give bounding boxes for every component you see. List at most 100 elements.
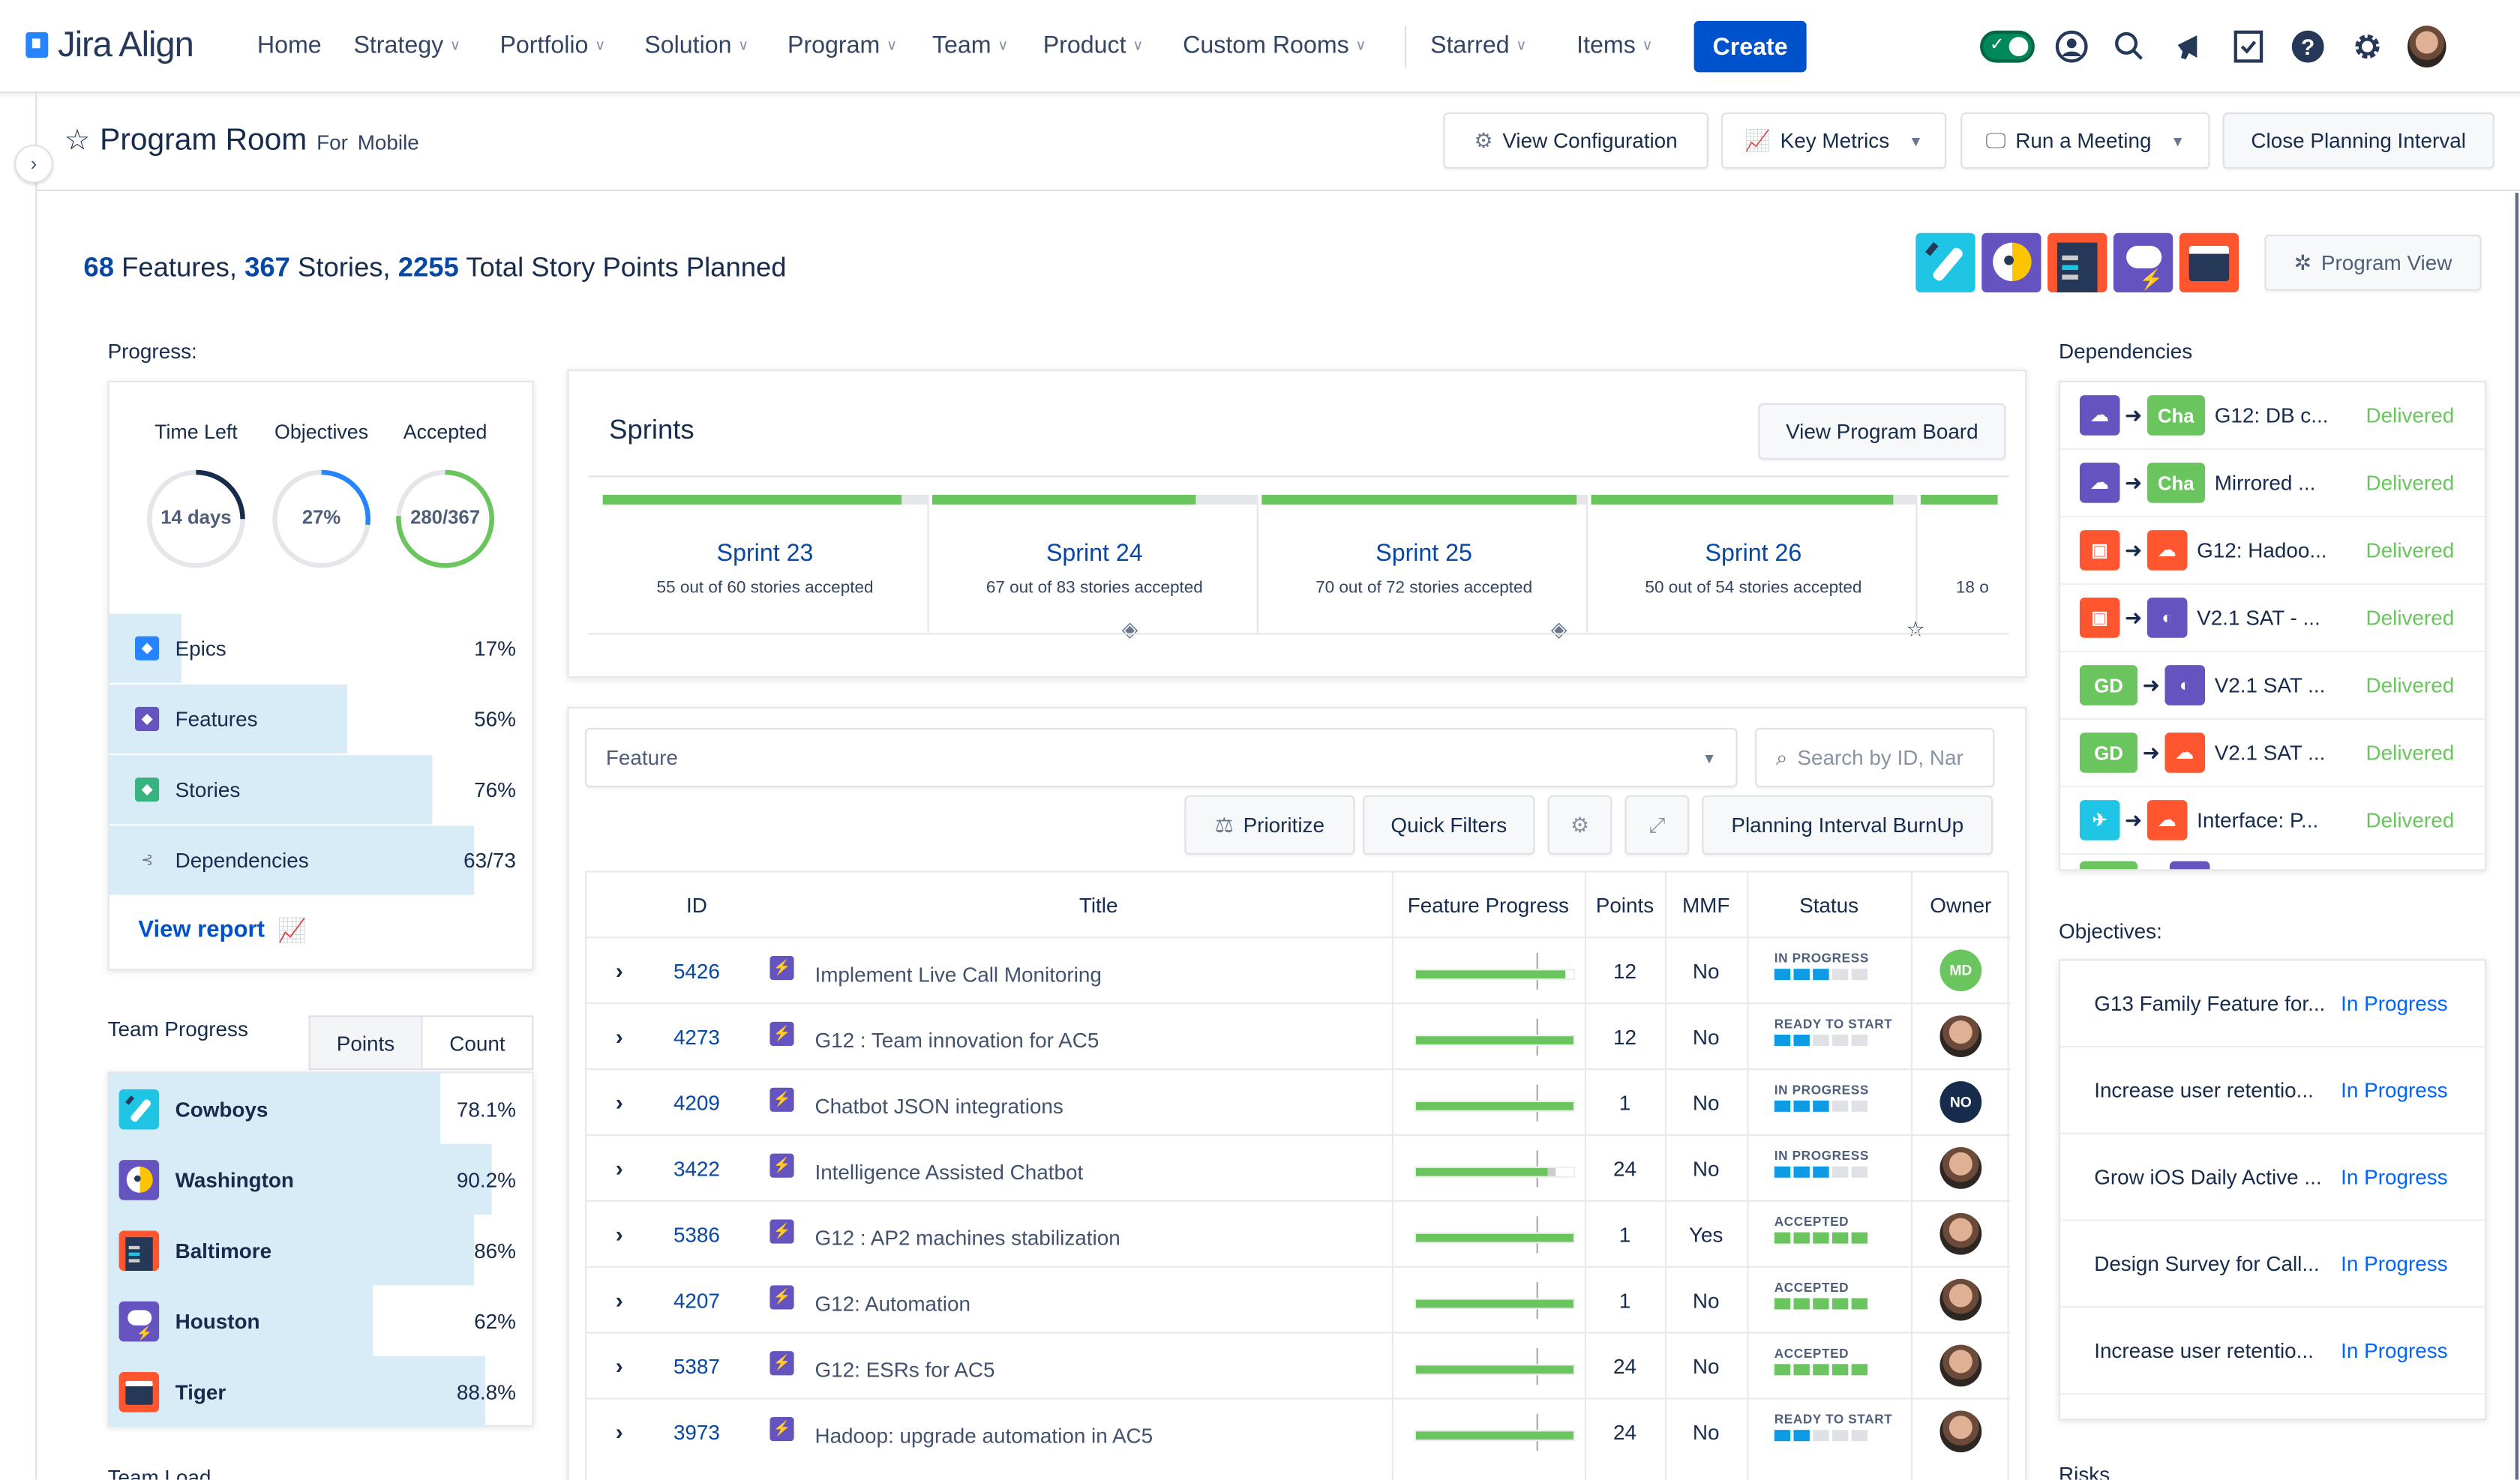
nav-team[interactable]: Team ∨ [932, 32, 1008, 59]
nav-product[interactable]: Product ∨ [1043, 32, 1143, 59]
tab-points[interactable]: Points [308, 1015, 423, 1071]
view-program-board-button[interactable]: View Program Board [1758, 403, 2006, 460]
feature-id-link[interactable]: 3973 [673, 1419, 720, 1444]
progress-row-features[interactable]: ◆ Features 56% [109, 684, 534, 754]
feature-id-link[interactable]: 5426 [673, 958, 720, 983]
feature-title[interactable]: Implement Live Call Monitoring [814, 961, 1102, 986]
column-header-title[interactable]: Title [1078, 892, 1118, 917]
table-row[interactable]: › 3422 ⚡ Intelligence Assisted Chatbot 24 No I… [586, 1134, 2011, 1200]
team-icon-cowboys[interactable] [1916, 232, 1976, 293]
progress-row-epics[interactable]: ◆ Epics 17% [109, 613, 534, 683]
quick-filters-button[interactable]: Quick Filters [1363, 795, 1535, 855]
expand-row-icon[interactable]: › [615, 1155, 623, 1182]
sprint-column[interactable]: 18 o [1920, 495, 1998, 633]
sprint-column[interactable]: Sprint 23 55 out of 60 stories accepted [602, 495, 929, 634]
feature-title[interactable]: G12: ESRs for AC5 [814, 1356, 995, 1381]
table-row[interactable]: › 3973 ⚡ Hadoop: upgrade automation in AC5 2… [586, 1398, 2011, 1464]
dependency-title[interactable]: G12: Hadoo... [2197, 538, 2327, 563]
scrollbar[interactable] [2515, 193, 2518, 1480]
owner-avatar[interactable] [1940, 1344, 1982, 1387]
feature-title[interactable]: Chatbot JSON integrations [814, 1093, 1064, 1118]
table-row[interactable]: › 5386 ⚡ G12 : AP2 machines stabilization 1 Y… [586, 1200, 2011, 1266]
team-icon[interactable] [118, 1159, 160, 1200]
column-header-status[interactable]: Status [1799, 892, 1859, 917]
dependency-title[interactable]: V2.1 SAT ... [2214, 673, 2326, 698]
team-icon-tiger[interactable] [2179, 232, 2240, 293]
dependency-row[interactable]: GD ➜ ◐ V2.1 SAT ... Delivered [2060, 652, 2485, 721]
profile-icon[interactable] [2054, 29, 2090, 64]
feature-type-select[interactable]: Feature ▼ [585, 727, 1738, 788]
table-row[interactable]: › 4209 ⚡ Chatbot JSON integrations 1 No IN PRO… [586, 1068, 2011, 1134]
dependency-row[interactable]: ▣ ➜ ☁ G12: Hadoo... Delivered [2060, 517, 2485, 586]
team-icon[interactable] [118, 1088, 160, 1129]
checklist-icon[interactable] [2230, 29, 2266, 64]
user-avatar[interactable] [2408, 25, 2446, 68]
nav-items[interactable]: Items ∨ [1576, 32, 1652, 59]
objective-row[interactable]: G13 Family Feature for... In Progress [2060, 960, 2485, 1048]
nav-custom-rooms[interactable]: Custom Rooms ∨ [1183, 32, 1366, 59]
expand-row-icon[interactable]: › [615, 957, 623, 984]
dependency-row[interactable]: ✈ ➜ ☁ Interface: P... Delivered [2060, 787, 2485, 855]
search-icon[interactable] [2112, 29, 2147, 64]
table-row[interactable]: › 5426 ⚡ Implement Live Call Monitoring 12 No… [586, 936, 2011, 1002]
owner-avatar[interactable]: NO [1940, 1081, 1982, 1123]
dependency-title[interactable]: Mirrored ... [2214, 470, 2316, 496]
feature-id-link[interactable]: 4273 [673, 1024, 720, 1049]
feature-id-link[interactable]: 4209 [673, 1089, 720, 1115]
help-icon[interactable]: ? [2290, 29, 2326, 64]
column-header-owner[interactable]: Owner [1930, 892, 1992, 917]
team-row-baltimore[interactable]: Baltimore 86% [109, 1215, 534, 1286]
sprint-name[interactable]: Sprint 24 [1046, 540, 1143, 568]
team-row-cowboys[interactable]: Cowboys 78.1% [109, 1073, 534, 1144]
nav-program[interactable]: Program ∨ [788, 32, 897, 59]
progress-row-dependencies[interactable]: ⊰ Dependencies 63/73 [109, 825, 534, 895]
expand-row-icon[interactable]: › [615, 1221, 623, 1247]
nav-portfolio[interactable]: Portfolio ∨ [500, 32, 605, 59]
sprint-name[interactable]: Sprint 23 [716, 540, 814, 568]
dependency-title[interactable]: G12: DB c... [2214, 403, 2329, 428]
feature-id-link[interactable]: 5386 [673, 1221, 720, 1246]
sprint-column[interactable]: Sprint 26 50 out of 54 stories accepted [1591, 495, 1918, 634]
column-header-points[interactable]: Points [1595, 892, 1654, 917]
team-icon[interactable] [118, 1230, 160, 1270]
team-icon-baltimore[interactable] [2048, 232, 2108, 293]
search-input[interactable]: ⌕ Search by ID, Nar [1755, 727, 1995, 788]
view-configuration-button[interactable]: ⚙ View Configuration [1443, 112, 1708, 169]
objective-row[interactable]: Design Survey for Call... In Progress [2060, 1221, 2485, 1308]
gear-icon[interactable] [2350, 29, 2385, 64]
feature-id-link[interactable]: 4207 [673, 1287, 720, 1312]
table-row[interactable]: › 5387 ⚡ G12: ESRs for AC5 24 No ACCEPTED [586, 1332, 2011, 1398]
team-icon-washington[interactable] [1982, 232, 2042, 293]
sprint-column[interactable]: Sprint 24 67 out of 83 stories accepted [932, 495, 1258, 634]
sprint-name[interactable]: Sprint 26 [1705, 540, 1802, 568]
objective-title[interactable]: Grow iOS Daily Active ... [2094, 1164, 2322, 1189]
dependency-title[interactable]: Interface: P... [2197, 807, 2319, 833]
program-view-button[interactable]: ✲ Program View [2264, 234, 2482, 291]
program-name[interactable]: Mobile [357, 130, 419, 154]
megaphone-icon[interactable] [2171, 29, 2206, 64]
jira-align-logo[interactable]: Jira Align [26, 24, 194, 66]
milestone-icon[interactable]: ◈ [1550, 616, 1568, 642]
close-planning-interval-button[interactable]: Close Planning Interval [2222, 112, 2494, 169]
table-row[interactable]: › 4273 ⚡ G12 : Team innovation for AC5 12 No R… [586, 1002, 2011, 1068]
expand-sidebar-button[interactable]: › [14, 144, 53, 184]
nav-solution[interactable]: Solution ∨ [644, 32, 748, 59]
team-row-tiger[interactable]: Tiger 88.8% [109, 1356, 534, 1427]
owner-avatar[interactable] [1940, 1212, 1982, 1255]
feature-title[interactable]: Intelligence Assisted Chatbot [814, 1159, 1084, 1184]
nav-starred[interactable]: Starred ∨ [1430, 32, 1526, 59]
dependency-row[interactable]: ▣ ➜ ◐ V2.1 SAT - ... Delivered [2060, 585, 2485, 653]
nav-home[interactable]: Home [257, 32, 322, 59]
team-row-washington[interactable]: Washington 90.2% [109, 1143, 534, 1215]
prioritize-button[interactable]: ⚖ Prioritize [1184, 795, 1355, 855]
feature-id-link[interactable]: 3422 [673, 1155, 720, 1180]
column-header-mmf[interactable]: MMF [1682, 892, 1730, 917]
table-row[interactable]: › 4207 ⚡ G12: Automation 1 No ACCEPTED [586, 1266, 2011, 1332]
team-row-houston[interactable]: ⚡ Houston 62% [109, 1285, 534, 1356]
expand-row-icon[interactable]: › [615, 1089, 623, 1116]
sprint-name[interactable]: Sprint 25 [1376, 540, 1472, 568]
owner-avatar[interactable]: MD [1940, 949, 1982, 992]
tab-count[interactable]: Count [421, 1015, 534, 1071]
owner-avatar[interactable] [1940, 1147, 1982, 1189]
team-icon-houston[interactable]: ⚡ [2113, 232, 2174, 293]
